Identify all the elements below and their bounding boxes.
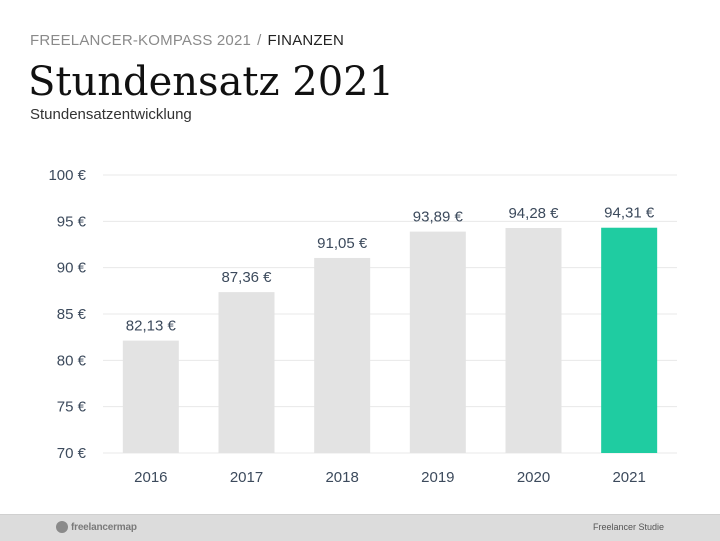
y-tick-label: 95 € xyxy=(57,213,87,230)
page-subtitle: Stundensatzentwicklung xyxy=(30,106,192,123)
bar xyxy=(505,228,562,453)
y-tick-label: 100 € xyxy=(48,167,86,184)
bar xyxy=(314,257,371,453)
bar xyxy=(601,227,658,453)
bar xyxy=(122,340,179,453)
y-tick-label: 90 € xyxy=(57,260,87,277)
bar xyxy=(218,292,275,453)
y-tick-label: 80 € xyxy=(57,352,87,369)
breadcrumb-separator: / xyxy=(257,32,262,49)
breadcrumb: FREELANCER-KOMPASS 2021 / FINANZEN xyxy=(30,32,344,49)
logo-mark-icon xyxy=(56,521,68,533)
x-tick-label: 2016 xyxy=(134,469,167,486)
x-tick-label: 2020 xyxy=(517,469,550,486)
freelancermap-logo[interactable]: freelancermap xyxy=(56,521,137,533)
footer-note: Freelancer Studie xyxy=(592,522,664,532)
breadcrumb-parent[interactable]: FREELANCER-KOMPASS 2021 xyxy=(30,32,252,49)
data-label: 91,05 € xyxy=(317,235,368,252)
x-tick-label: 2018 xyxy=(325,469,358,486)
x-tick-label: 2019 xyxy=(421,469,454,486)
x-tick-label: 2017 xyxy=(230,469,263,486)
breadcrumb-current: FINANZEN xyxy=(267,32,345,49)
y-tick-label: 75 € xyxy=(57,399,87,416)
footer: freelancermap Freelancer Studie xyxy=(0,514,720,541)
x-tick-label: 2021 xyxy=(612,469,645,486)
page-title: Stundensatz 2021 xyxy=(28,59,395,105)
data-label: 93,89 € xyxy=(413,209,464,226)
y-tick-label: 85 € xyxy=(57,306,87,323)
data-label: 94,28 € xyxy=(508,205,559,222)
data-label: 94,31 € xyxy=(604,205,655,222)
data-label: 87,36 € xyxy=(221,269,272,286)
y-tick-label: 70 € xyxy=(57,445,87,462)
logo-text: freelancermap xyxy=(71,521,137,533)
data-label: 82,13 € xyxy=(126,318,177,335)
bar xyxy=(409,231,466,453)
